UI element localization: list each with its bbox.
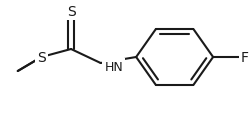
Text: HN: HN xyxy=(104,61,123,74)
Text: F: F xyxy=(241,51,249,64)
Text: F: F xyxy=(241,51,249,64)
Text: S: S xyxy=(67,5,76,19)
Text: S: S xyxy=(67,5,76,19)
Text: S: S xyxy=(37,51,46,64)
Text: S: S xyxy=(37,51,46,64)
Text: HN: HN xyxy=(104,61,123,74)
